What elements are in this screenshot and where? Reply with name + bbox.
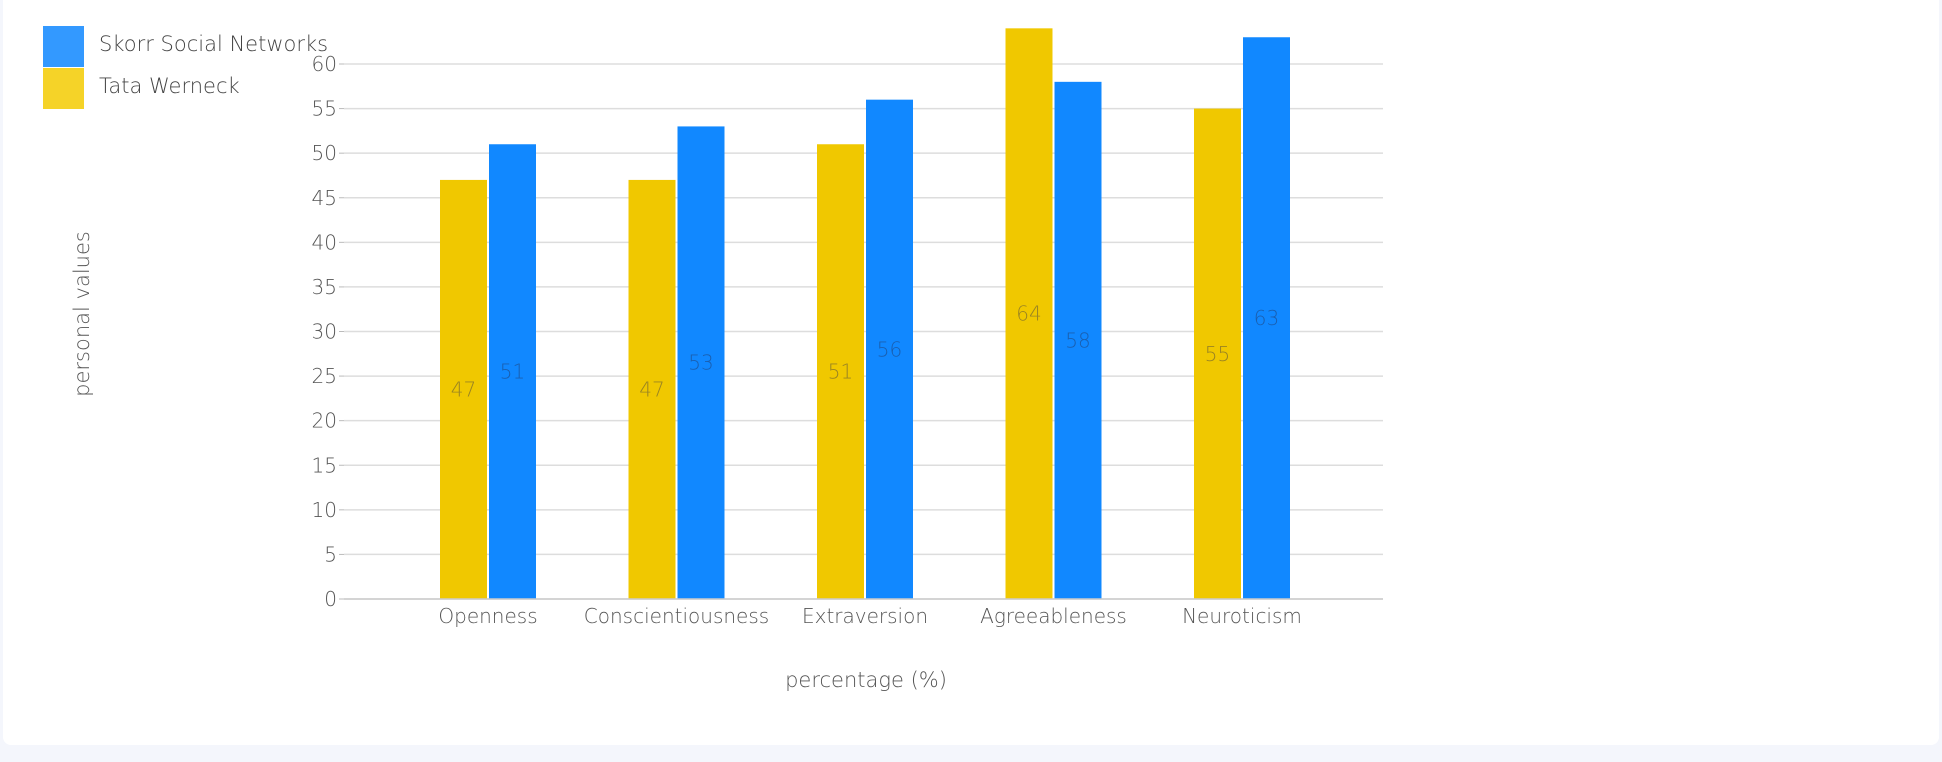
bar[interactable] (1005, 28, 1053, 600)
chart-card (3, 0, 1939, 745)
y-tick-label: 15 (312, 453, 337, 477)
y-tick-label: 5 (324, 542, 337, 566)
bar[interactable] (1194, 108, 1241, 599)
y-tick-label: 40 (312, 230, 337, 254)
legend-swatch[interactable] (43, 26, 84, 67)
bar-value-label: 55 (1205, 342, 1230, 366)
y-tick-label: 25 (312, 364, 337, 388)
legend-label[interactable]: Skorr Social Networks (99, 32, 328, 56)
legend-label[interactable]: Tata Werneck (99, 74, 240, 98)
bar-value-label: 51 (828, 360, 853, 384)
y-tick-label: 0 (324, 587, 337, 611)
y-tick-label: 10 (312, 498, 337, 522)
y-tick-label: 45 (312, 186, 337, 210)
bar-value-label: 58 (1065, 328, 1090, 352)
y-axis: 0 5 10 15 20 25 30 35 40 45 50 55 60 (312, 52, 344, 611)
x-tick-label: Conscientiousness (584, 604, 769, 628)
y-tick-label: 20 (312, 409, 337, 433)
y-tick-label: 50 (312, 141, 337, 165)
y-axis-title: personal values (70, 231, 94, 397)
x-tick-label: Openness (438, 604, 537, 628)
bar-value-label: 47 (639, 377, 664, 401)
bar[interactable] (866, 99, 913, 600)
bar[interactable] (489, 144, 536, 599)
legend: Skorr Social Networks Tata Werneck (43, 26, 328, 109)
bar[interactable] (817, 144, 864, 599)
bar[interactable] (628, 179, 676, 599)
x-axis-title: percentage (%) (785, 668, 947, 692)
y-tick-label: 30 (312, 320, 337, 344)
bar[interactable] (677, 126, 725, 600)
x-tick-label: Neuroticism (1182, 604, 1302, 628)
bar-value-label: 56 (877, 337, 902, 361)
bar[interactable] (1243, 37, 1290, 599)
bar-value-label: 51 (500, 360, 525, 384)
y-tick-label: 60 (312, 52, 337, 76)
bars: 47 51 47 53 51 56 64 58 55 63 (440, 28, 1290, 600)
bar[interactable] (1054, 81, 1102, 600)
bar[interactable] (440, 179, 487, 599)
y-tick-label: 55 (312, 97, 337, 121)
bar-value-label: 47 (451, 377, 476, 401)
bar-value-label: 64 (1016, 302, 1041, 326)
x-axis: Openness Conscientiousness Extraversion Agr… (344, 598, 1383, 628)
x-tick-label: Agreeableness (980, 604, 1127, 628)
x-tick-label: Extraversion (802, 604, 928, 628)
y-tick-label: 35 (312, 275, 337, 299)
bar-value-label: 53 (688, 351, 713, 375)
bar-value-label: 63 (1254, 306, 1279, 330)
legend-swatch[interactable] (43, 68, 84, 109)
